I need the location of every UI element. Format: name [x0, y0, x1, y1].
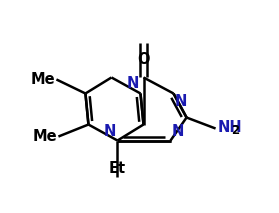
Text: N: N	[127, 76, 140, 92]
Text: Me: Me	[33, 129, 57, 144]
Text: N: N	[172, 124, 184, 139]
Text: N: N	[104, 124, 116, 139]
Text: O: O	[137, 52, 150, 67]
Text: Et: Et	[109, 161, 126, 176]
Text: N: N	[175, 95, 187, 109]
Text: Me: Me	[31, 72, 56, 86]
Text: 2: 2	[231, 124, 239, 137]
Text: NH: NH	[218, 120, 242, 135]
